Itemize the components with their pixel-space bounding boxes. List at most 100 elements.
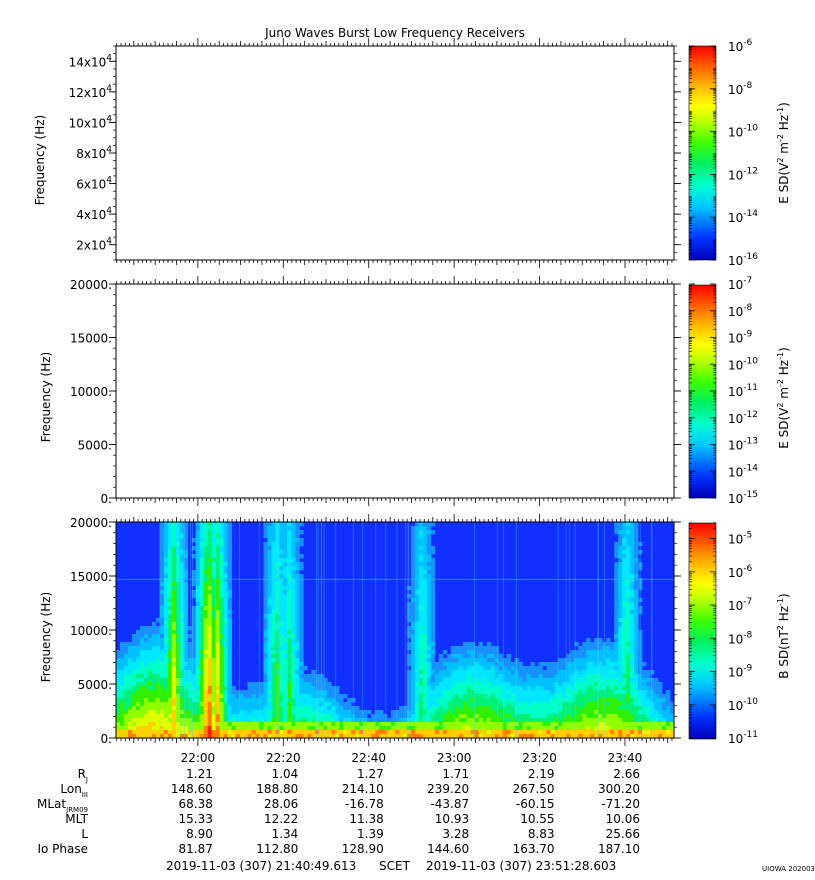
spectrogram-cell [211, 650, 216, 655]
spectrogram-cell [618, 526, 623, 531]
spectrogram-cell [215, 602, 220, 607]
spectrogram-cell [430, 670, 436, 675]
spectrogram-cell [482, 686, 487, 691]
spectrogram-cell [538, 730, 543, 735]
spectrogram-cell [410, 682, 416, 687]
spectrogram-cell [287, 666, 292, 671]
spectrogram-cell [187, 686, 193, 691]
spectrogram-cell [191, 630, 197, 635]
spectrogram-cell [574, 682, 579, 687]
spectrogram-cell [470, 670, 476, 675]
spectrogram-cell [622, 534, 627, 539]
spectrogram-cell [526, 718, 531, 723]
spectrogram-cell [227, 614, 232, 619]
spectrogram-cell [594, 662, 599, 667]
spectrogram-cell [610, 642, 615, 647]
spectrogram-cell [299, 614, 304, 619]
spectrogram-cell [566, 662, 571, 667]
spectrogram-cell [259, 706, 264, 711]
spectrogram-cell [546, 698, 551, 703]
spectrogram-cell [123, 702, 129, 707]
spectrogram-cell [414, 610, 420, 615]
spectrogram-cell [614, 706, 619, 711]
spectrogram-cell [634, 642, 639, 647]
spectrogram-cell [578, 666, 583, 671]
spectrogram-cell [331, 726, 336, 731]
spectrogram-cell [530, 690, 535, 695]
spectrogram-cell [542, 706, 547, 711]
spectrogram-cell [418, 530, 424, 535]
spectrogram-cell [383, 714, 388, 719]
spectrogram-cell [578, 706, 583, 711]
spectrogram-cell [642, 678, 647, 683]
spectrogram-cell [410, 598, 416, 603]
spectrogram-cell [223, 586, 228, 591]
spectrogram-cell [586, 646, 591, 651]
spectrogram-cell [207, 654, 212, 659]
spectrogram-cell [630, 614, 635, 619]
spectrogram-cell [614, 670, 619, 675]
spectrogram-cell [622, 630, 627, 635]
spectrogram-cell [578, 694, 583, 699]
spectrogram-cell [658, 698, 663, 703]
spectrogram-cell [614, 594, 619, 599]
spectrogram-cell [299, 606, 304, 611]
spectrogram-cell [279, 626, 284, 631]
spectrogram-cell [422, 730, 428, 735]
spectrogram-cell [163, 726, 169, 731]
spectrogram-cell [123, 662, 129, 667]
spectrogram-cell [139, 702, 145, 707]
spectrogram-cell [135, 714, 141, 719]
spectrogram-cell [211, 666, 216, 671]
spectrogram-cell [267, 682, 272, 687]
spectrogram-cell [590, 718, 595, 723]
spectrogram-cell [550, 722, 555, 727]
spectrogram-cell [462, 642, 468, 647]
spectrogram-cell [171, 622, 177, 627]
spectrogram-cell [287, 634, 292, 639]
spectrogram-cell [422, 650, 428, 655]
spectrogram-cell [283, 706, 288, 711]
spectrogram-cell [307, 730, 312, 735]
spectrogram-cell [263, 702, 268, 707]
spectrogram-cell [191, 726, 197, 731]
spectrogram-cell [203, 666, 208, 671]
spectrogram-cell [618, 734, 623, 739]
spectrogram-cell [554, 670, 559, 675]
spectrogram-cell [542, 702, 547, 707]
spectrogram-cell [658, 686, 663, 691]
spectrogram-cell [167, 626, 173, 631]
spectrogram-cell [598, 730, 603, 735]
spectrogram-cell [323, 678, 328, 683]
spectrogram-cell [466, 714, 472, 719]
spectrogram-cell [303, 730, 308, 735]
spectrogram-cell [127, 722, 133, 727]
spectrogram-cell [159, 630, 165, 635]
spectrogram-cell [143, 730, 149, 735]
spectrogram-cell [151, 678, 157, 683]
spectrogram-cell [406, 662, 412, 667]
spectrogram-cell [410, 610, 416, 615]
spectrogram-cell [279, 694, 284, 699]
spectrogram-cell [311, 682, 316, 687]
spectrogram-cell [195, 670, 200, 675]
spectrogram-cell [275, 686, 280, 691]
spectrogram-cell [462, 694, 468, 699]
spectrogram-cell [135, 666, 141, 671]
spectrogram-cell [410, 586, 416, 591]
spectrogram-cell [167, 710, 173, 715]
spectrogram-cell [263, 630, 268, 635]
spectrogram-cell [598, 722, 603, 727]
spectrogram-cell [191, 622, 197, 627]
spectrogram-cell [279, 606, 284, 611]
spectrogram-cell [506, 690, 511, 695]
spectrogram-cell [295, 562, 300, 567]
spectrogram-cell [658, 730, 663, 735]
spectrogram-cell [127, 646, 133, 651]
spectrogram-cell [195, 546, 200, 551]
spectrogram-cell [167, 690, 173, 695]
spectrogram-cell [406, 706, 412, 711]
spectrogram-cell [171, 634, 177, 639]
spectrogram-cell [171, 730, 177, 735]
spectrogram-cell [227, 566, 232, 571]
